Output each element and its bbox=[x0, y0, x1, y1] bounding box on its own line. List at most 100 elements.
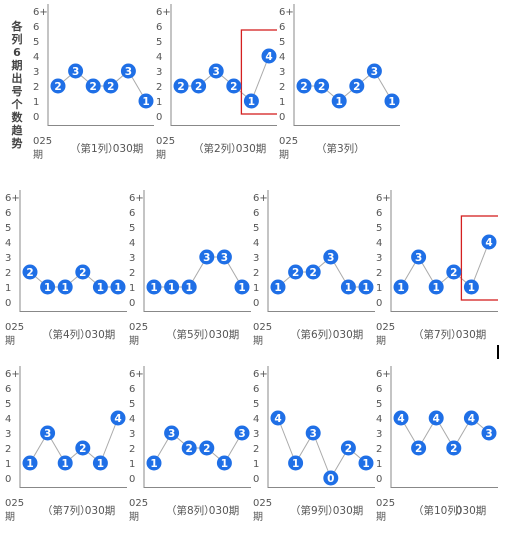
chart-title: （第8列） bbox=[166, 504, 215, 517]
data-label: 4 bbox=[265, 51, 272, 63]
data-point bbox=[181, 440, 197, 456]
y-tick-label: 6+ bbox=[5, 193, 20, 204]
highlight-box bbox=[240, 29, 277, 115]
y-tick-label: 0 bbox=[253, 474, 259, 485]
data-label: 2 bbox=[353, 81, 360, 93]
y-tick-label: 3 bbox=[253, 429, 259, 440]
data-point bbox=[393, 410, 409, 426]
data-label: 3 bbox=[221, 252, 228, 264]
y-tick-label: 1 bbox=[279, 97, 285, 108]
data-point bbox=[57, 279, 73, 295]
data-label: 3 bbox=[203, 252, 210, 264]
x-start-label-suffix: 期 bbox=[129, 511, 139, 523]
y-tick-label: 0 bbox=[129, 298, 135, 309]
data-point bbox=[92, 279, 108, 295]
data-point bbox=[323, 470, 339, 486]
chart-title: （第7列） bbox=[413, 328, 462, 341]
y-tick-label: 0 bbox=[129, 474, 135, 485]
data-label: 1 bbox=[397, 282, 404, 294]
x-start-label: 025 bbox=[279, 136, 298, 147]
y-tick-label: 3 bbox=[279, 67, 285, 78]
y-tick-label: 6 bbox=[253, 384, 259, 395]
data-point bbox=[270, 279, 286, 295]
data-label: 1 bbox=[62, 458, 69, 470]
data-label: 2 bbox=[54, 81, 61, 93]
data-label: 4 bbox=[397, 413, 404, 425]
y-tick-label: 2 bbox=[129, 444, 135, 455]
x-end-label: 030期 bbox=[85, 505, 116, 517]
x-start-label: 025 bbox=[376, 322, 395, 333]
chart-title: （第10列） bbox=[413, 504, 468, 517]
data-point bbox=[120, 63, 136, 79]
y-tick-label: 5 bbox=[33, 37, 39, 48]
data-point bbox=[110, 410, 126, 426]
y-tick-label: 0 bbox=[156, 112, 162, 123]
data-point bbox=[110, 279, 126, 295]
data-point bbox=[366, 63, 382, 79]
y-tick-label: 6 bbox=[279, 22, 285, 33]
data-label: 1 bbox=[150, 458, 157, 470]
data-label: 1 bbox=[142, 96, 149, 108]
y-tick-label: 5 bbox=[5, 223, 11, 234]
data-label: 1 bbox=[336, 96, 343, 108]
data-point bbox=[481, 234, 497, 250]
y-tick-label: 6 bbox=[253, 208, 259, 219]
data-point bbox=[243, 93, 259, 109]
data-point bbox=[216, 455, 232, 471]
data-label: 2 bbox=[345, 443, 352, 455]
x-start-label: 025 bbox=[33, 136, 52, 147]
y-tick-label: 1 bbox=[376, 459, 382, 470]
y-tick-label: 3 bbox=[5, 429, 11, 440]
x-start-label-suffix: 期 bbox=[129, 335, 139, 347]
y-tick-label: 0 bbox=[5, 298, 11, 309]
y-tick-label: 6+ bbox=[279, 7, 294, 18]
y-tick-label: 6+ bbox=[5, 369, 20, 380]
data-point bbox=[340, 279, 356, 295]
data-point bbox=[181, 279, 197, 295]
series-line-segment bbox=[312, 432, 332, 479]
y-tick-label: 1 bbox=[253, 459, 259, 470]
data-label: 2 bbox=[107, 81, 114, 93]
data-label: 1 bbox=[248, 96, 255, 108]
data-label: 3 bbox=[168, 428, 175, 440]
data-point bbox=[305, 425, 321, 441]
y-tick-label: 2 bbox=[33, 82, 39, 93]
chart-title: （第9列） bbox=[290, 504, 339, 517]
data-point bbox=[288, 264, 304, 280]
x-start-label: 025 bbox=[253, 322, 272, 333]
data-point bbox=[138, 93, 154, 109]
series-line-segment bbox=[99, 417, 119, 464]
y-tick-label: 0 bbox=[279, 112, 285, 123]
y-tick-label: 0 bbox=[33, 112, 39, 123]
x-start-label: 025 bbox=[253, 498, 272, 509]
x-end-label: 030期 bbox=[113, 143, 144, 155]
data-point bbox=[57, 455, 73, 471]
y-tick-label: 6 bbox=[5, 384, 11, 395]
y-tick-label: 1 bbox=[33, 97, 39, 108]
y-tick-label: 2 bbox=[376, 444, 382, 455]
data-point bbox=[92, 455, 108, 471]
y-tick-label: 2 bbox=[129, 268, 135, 279]
x-start-label: 025 bbox=[5, 322, 24, 333]
x-end-label: 030期 bbox=[236, 143, 267, 155]
data-label: 2 bbox=[292, 267, 299, 279]
y-tick-label: 4 bbox=[33, 52, 39, 63]
data-point bbox=[314, 78, 330, 94]
x-end-label: 030期 bbox=[333, 329, 364, 341]
y-tick-label: 4 bbox=[156, 52, 162, 63]
data-point bbox=[22, 264, 38, 280]
x-end-label: 030期 bbox=[456, 505, 487, 517]
x-start-label-suffix: 期 bbox=[5, 335, 15, 347]
chart-title: （第3列） bbox=[316, 142, 365, 155]
data-label: 1 bbox=[168, 282, 175, 294]
data-point bbox=[226, 78, 242, 94]
y-tick-label: 4 bbox=[376, 414, 382, 425]
data-point bbox=[40, 425, 56, 441]
y-tick-label: 4 bbox=[5, 238, 11, 249]
data-label: 4 bbox=[468, 413, 475, 425]
page-title: 各列6期出号个数趋势 bbox=[11, 20, 23, 150]
data-point bbox=[22, 455, 38, 471]
